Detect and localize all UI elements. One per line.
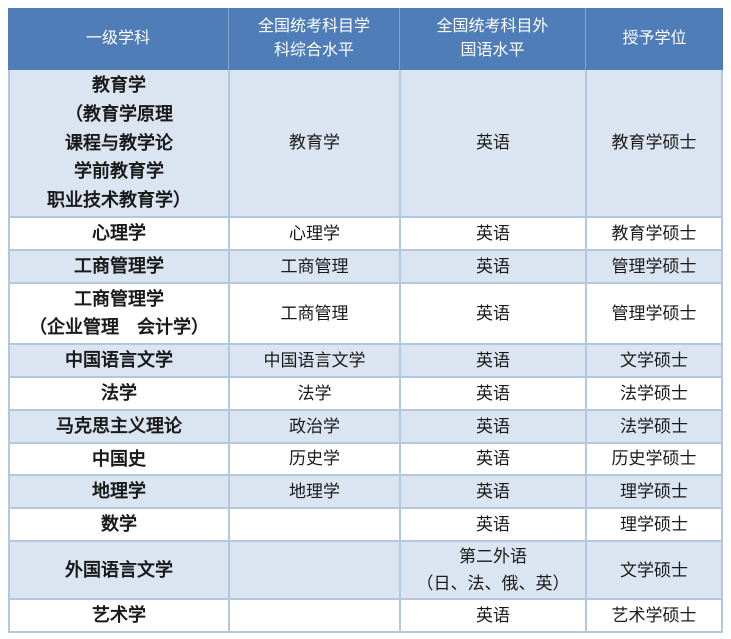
table-body: 教育学 （教育学原理 课程与教学论 学前教育学 职业技术教育学） 教育学 英语 教育学… bbox=[8, 70, 723, 634]
cell-subject-level bbox=[228, 541, 399, 601]
cell-subject-level: 历史学 bbox=[228, 443, 399, 477]
table-row: 教育学 （教育学原理 课程与教学论 学前教育学 职业技术教育学） 教育学 英语 教育学… bbox=[8, 70, 723, 218]
table-row: 心理学 心理学 英语 教育学硕士 bbox=[8, 217, 723, 251]
table-row: 中国语言文学 中国语言文学 英语 文学硕士 bbox=[8, 345, 723, 378]
cell-subject-level bbox=[228, 600, 399, 634]
cell-foreign-language-level: 英语 bbox=[399, 377, 585, 411]
cell-degree: 艺术学硕士 bbox=[585, 600, 723, 634]
cell-degree: 教育学硕士 bbox=[585, 217, 723, 251]
cell-discipline: 中国语言文学 bbox=[8, 345, 228, 378]
cell-foreign-language-level: 英语 bbox=[399, 509, 585, 542]
cell-subject-level: 教育学 bbox=[228, 70, 399, 218]
cell-foreign-language-level: 英语 bbox=[399, 345, 585, 378]
cell-degree: 文学硕士 bbox=[585, 345, 723, 378]
cell-foreign-language-level: 英语 bbox=[399, 410, 585, 444]
cell-subject-level bbox=[228, 509, 399, 542]
cell-foreign-language-level: 第二外语 （日、法、俄、英） bbox=[399, 541, 585, 601]
cell-foreign-language-level: 英语 bbox=[399, 283, 585, 346]
cell-discipline: 中国史 bbox=[8, 443, 228, 477]
cell-discipline: 工商管理学 bbox=[8, 250, 228, 284]
cell-foreign-language-level: 英语 bbox=[399, 443, 585, 477]
table-row: 工商管理学 （企业管理 会计学） 工商管理 英语 管理学硕士 bbox=[8, 283, 723, 346]
cell-subject-level: 法学 bbox=[228, 377, 399, 411]
table-row: 地理学 地理学 英语 理学硕士 bbox=[8, 476, 723, 510]
cell-foreign-language-level: 英语 bbox=[399, 600, 585, 634]
table-row: 艺术学 英语 艺术学硕士 bbox=[8, 600, 723, 634]
cell-degree: 法学硕士 bbox=[585, 410, 723, 444]
cell-degree: 理学硕士 bbox=[585, 476, 723, 510]
cell-degree: 历史学硕士 bbox=[585, 443, 723, 477]
cell-discipline: 工商管理学 （企业管理 会计学） bbox=[8, 283, 228, 346]
cell-degree: 管理学硕士 bbox=[585, 250, 723, 284]
table-row: 中国史 历史学 英语 历史学硕士 bbox=[8, 443, 723, 477]
column-header-discipline: 一级学科 bbox=[8, 8, 228, 70]
admission-exam-table: 一级学科 全国统考科目学 科综合水平 全国统考科目外 国语水平 授予学位 教育学… bbox=[8, 8, 723, 634]
cell-degree: 法学硕士 bbox=[585, 377, 723, 411]
cell-subject-level: 工商管理 bbox=[228, 250, 399, 284]
table-row: 外国语言文学 第二外语 （日、法、俄、英） 文学硕士 bbox=[8, 541, 723, 601]
column-header-degree: 授予学位 bbox=[585, 8, 723, 70]
cell-foreign-language-level: 英语 bbox=[399, 250, 585, 284]
cell-discipline: 数学 bbox=[8, 509, 228, 542]
cell-subject-level: 中国语言文学 bbox=[228, 345, 399, 378]
table-row: 工商管理学 工商管理 英语 管理学硕士 bbox=[8, 250, 723, 284]
cell-foreign-language-level: 英语 bbox=[399, 70, 585, 218]
cell-discipline: 教育学 （教育学原理 课程与教学论 学前教育学 职业技术教育学） bbox=[8, 70, 228, 218]
cell-degree: 理学硕士 bbox=[585, 509, 723, 542]
cell-discipline: 马克思主义理论 bbox=[8, 410, 228, 444]
cell-subject-level: 工商管理 bbox=[228, 283, 399, 346]
cell-degree: 管理学硕士 bbox=[585, 283, 723, 346]
cell-discipline: 艺术学 bbox=[8, 600, 228, 634]
column-header-subject-level: 全国统考科目学 科综合水平 bbox=[228, 8, 399, 70]
cell-discipline: 地理学 bbox=[8, 476, 228, 510]
cell-subject-level: 心理学 bbox=[228, 217, 399, 251]
table-row: 马克思主义理论 政治学 英语 法学硕士 bbox=[8, 410, 723, 444]
header-row: 一级学科 全国统考科目学 科综合水平 全国统考科目外 国语水平 授予学位 bbox=[8, 8, 723, 70]
cell-foreign-language-level: 英语 bbox=[399, 476, 585, 510]
cell-discipline: 法学 bbox=[8, 377, 228, 411]
table-row: 法学 法学 英语 法学硕士 bbox=[8, 377, 723, 411]
cell-subject-level: 政治学 bbox=[228, 410, 399, 444]
column-header-foreign-language-level: 全国统考科目外 国语水平 bbox=[399, 8, 585, 70]
cell-foreign-language-level: 英语 bbox=[399, 217, 585, 251]
cell-discipline: 心理学 bbox=[8, 217, 228, 251]
table-row: 数学 英语 理学硕士 bbox=[8, 509, 723, 542]
cell-discipline: 外国语言文学 bbox=[8, 541, 228, 601]
cell-subject-level: 地理学 bbox=[228, 476, 399, 510]
cell-degree: 文学硕士 bbox=[585, 541, 723, 601]
cell-degree: 教育学硕士 bbox=[585, 70, 723, 218]
